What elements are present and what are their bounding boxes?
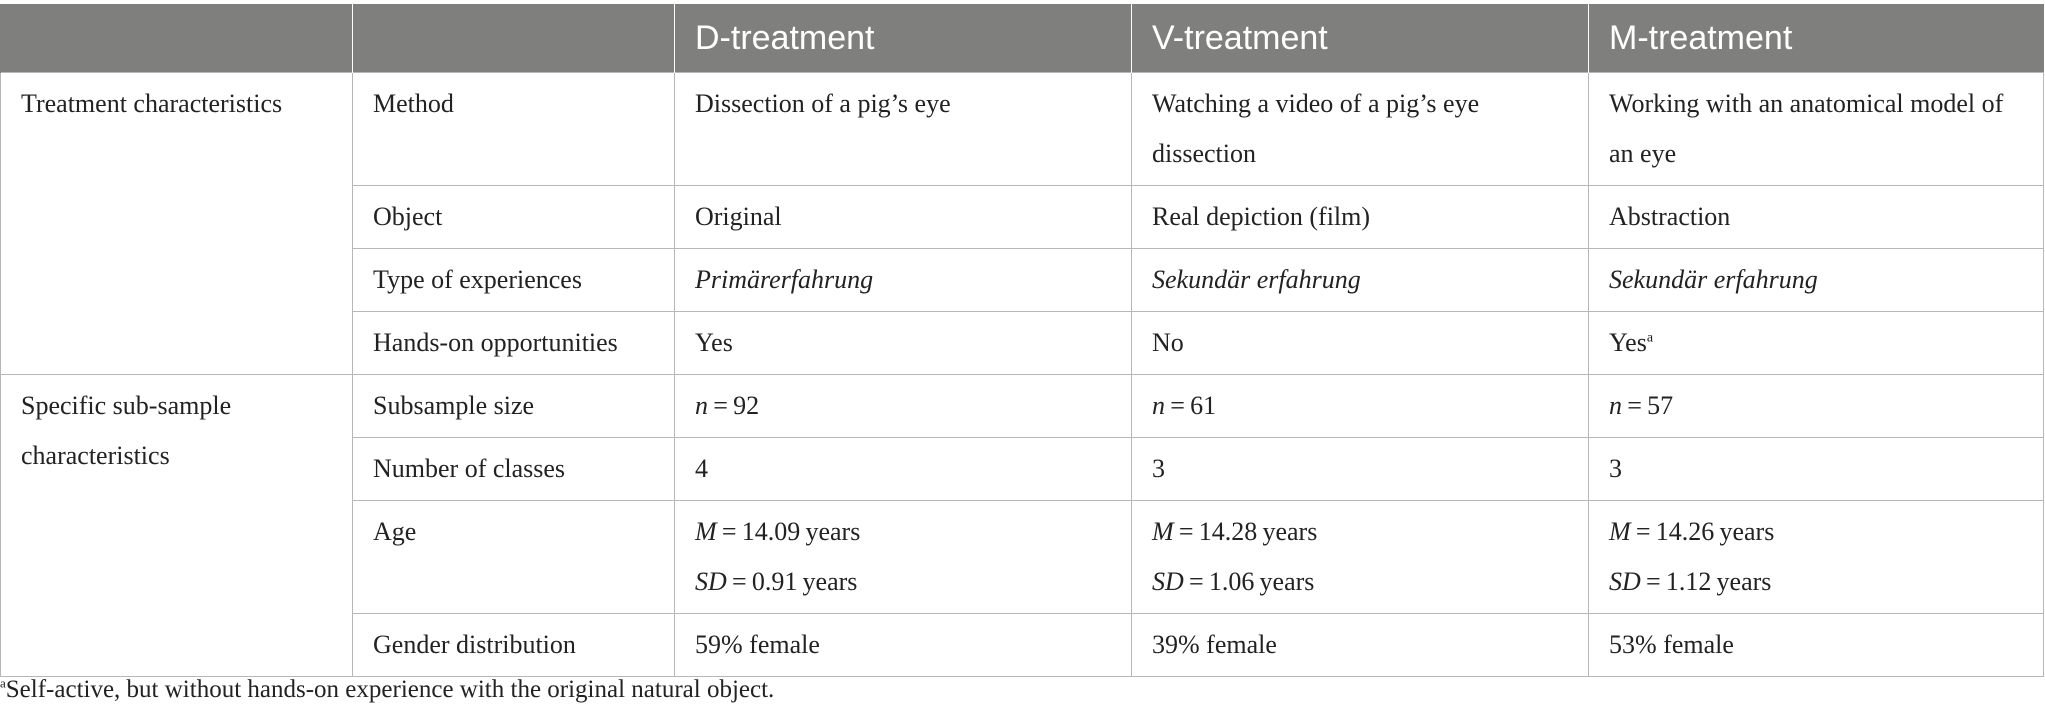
row-label-object: Object (352, 185, 675, 249)
cell-experience-v: Sekundär erfahrung (1131, 248, 1589, 312)
cell-experience-m: Sekundär erfahrung (1588, 248, 2044, 312)
table-row: Number of classes 4 3 3 (1, 437, 2044, 501)
cell-object-m: Abstraction (1588, 185, 2044, 249)
cell-method-v: Watching a video of a pig’s eye dissecti… (1131, 72, 1589, 186)
row-label-age: Age (352, 500, 675, 614)
row-label-gender: Gender distribution (352, 613, 675, 677)
row-label-size: Subsample size (352, 374, 675, 438)
age-mean-v-value: = 14.28 years (1173, 517, 1318, 546)
age-mean-v: M = 14.28 years (1152, 507, 1568, 557)
header-d-treatment: D-treatment (674, 4, 1132, 73)
n-symbol: n (1609, 391, 1622, 420)
footnote-text: Self-active, but without hands-on experi… (5, 676, 775, 703)
row-label-method: Method (352, 72, 675, 186)
age-sd-v-value: = 1.06 years (1183, 567, 1315, 596)
row-label-handson: Hands-on opportunities (352, 311, 675, 375)
sd-symbol: SD (1609, 567, 1641, 596)
cell-experience-d: Primärerfahrung (674, 248, 1132, 312)
age-mean-m: M = 14.26 years (1609, 507, 2023, 557)
age-sd-v: SD = 1.06 years (1152, 557, 1568, 607)
cell-handson-d: Yes (674, 311, 1132, 375)
treatment-table-container: D-treatment V-treatment M-treatment Trea… (0, 4, 2044, 677)
table-row: Specific sub-sample characteristics Subs… (0, 374, 2044, 677)
cell-method-m: Working with an anatomical model of an e… (1588, 72, 2044, 186)
cell-age-m: M = 14.26 years SD = 1.12 years (1588, 500, 2044, 614)
footnote-marker: a (0, 675, 6, 691)
treatment-table: D-treatment V-treatment M-treatment Trea… (0, 4, 2044, 677)
age-sd-m: SD = 1.12 years (1609, 557, 2023, 607)
table-row: Gender distribution 59% female 39% femal… (1, 613, 2044, 677)
table-row: Treatment characteristics Method Dissect… (0, 72, 2044, 375)
cell-size-d-value: = 92 (708, 391, 760, 420)
cell-age-v: M = 14.28 years SD = 1.06 years (1131, 500, 1589, 614)
footnote-marker: a (1646, 330, 1654, 346)
cell-classes-m: 3 (1588, 437, 2044, 501)
cell-object-v: Real depiction (film) (1131, 185, 1589, 249)
age-mean-d-value: = 14.09 years (716, 517, 861, 546)
cell-size-d: n = 92 (674, 374, 1132, 438)
cell-size-v-value: = 61 (1165, 391, 1217, 420)
mean-symbol: M (1609, 517, 1631, 546)
age-mean-m-value: = 14.26 years (1630, 517, 1775, 546)
age-sd-m-value: = 1.12 years (1640, 567, 1772, 596)
group-subsample-characteristics: Specific sub-sample characteristics (0, 374, 353, 677)
header-v-treatment: V-treatment (1131, 4, 1589, 73)
cell-method-d: Dissection of a pig’s eye (674, 72, 1132, 186)
cell-gender-d: 59% female (674, 613, 1132, 677)
age-sd-d: SD = 0.91 years (695, 557, 1111, 607)
sd-symbol: SD (695, 567, 727, 596)
header-row: D-treatment V-treatment M-treatment (0, 4, 2044, 73)
row-label-experience: Type of experiences (352, 248, 675, 312)
table-row: Hands-on opportunities Yes No Yesa (1, 311, 2044, 375)
n-symbol: n (1152, 391, 1165, 420)
cell-size-m: n = 57 (1588, 374, 2044, 438)
age-sd-d-value: = 0.91 years (726, 567, 858, 596)
cell-classes-d: 4 (674, 437, 1132, 501)
cell-handson-m-value: Yes (1609, 328, 1647, 357)
table-footnote: aSelf-active, but without hands-on exper… (0, 676, 774, 704)
cell-classes-v: 3 (1131, 437, 1589, 501)
age-mean-d: M = 14.09 years (695, 507, 1111, 557)
header-m-treatment: M-treatment (1588, 4, 2044, 73)
table-row: Age M = 14.09 years SD = 0.91 years M = … (1, 500, 2044, 614)
cell-handson-m: Yesa (1588, 311, 2044, 375)
n-symbol: n (695, 391, 708, 420)
group-treatment-characteristics: Treatment characteristics (0, 72, 353, 375)
header-empty-1 (0, 4, 353, 73)
cell-age-d: M = 14.09 years SD = 0.91 years (674, 500, 1132, 614)
cell-size-m-value: = 57 (1622, 391, 1674, 420)
mean-symbol: M (1152, 517, 1174, 546)
cell-gender-v: 39% female (1131, 613, 1589, 677)
cell-object-d: Original (674, 185, 1132, 249)
header-empty-2 (352, 4, 675, 73)
cell-gender-m: 53% female (1588, 613, 2044, 677)
cell-size-v: n = 61 (1131, 374, 1589, 438)
row-label-classes: Number of classes (352, 437, 675, 501)
cell-handson-v: No (1131, 311, 1589, 375)
sd-symbol: SD (1152, 567, 1184, 596)
mean-symbol: M (695, 517, 717, 546)
